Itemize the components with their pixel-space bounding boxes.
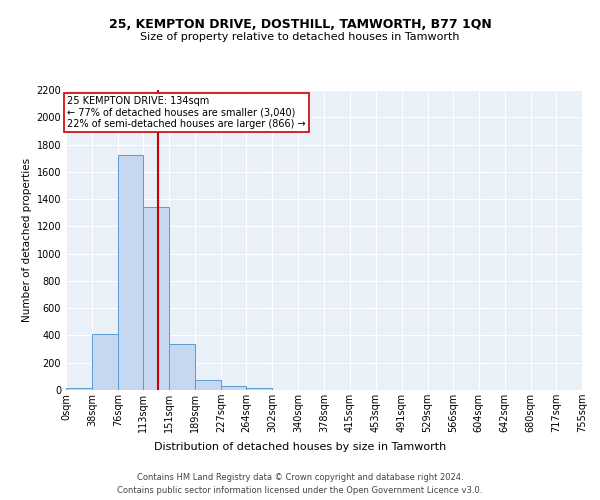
Y-axis label: Number of detached properties: Number of detached properties <box>22 158 32 322</box>
Text: Distribution of detached houses by size in Tamworth: Distribution of detached houses by size … <box>154 442 446 452</box>
Bar <box>118 156 143 390</box>
Bar <box>92 334 118 390</box>
Bar <box>143 208 169 390</box>
Bar <box>169 344 195 390</box>
Text: Contains public sector information licensed under the Open Government Licence v3: Contains public sector information licen… <box>118 486 482 495</box>
Bar <box>247 388 272 390</box>
Bar <box>195 380 221 390</box>
Bar <box>66 388 92 390</box>
Text: 25, KEMPTON DRIVE, DOSTHILL, TAMWORTH, B77 1QN: 25, KEMPTON DRIVE, DOSTHILL, TAMWORTH, B… <box>109 18 491 30</box>
Text: Size of property relative to detached houses in Tamworth: Size of property relative to detached ho… <box>140 32 460 42</box>
Bar <box>221 386 247 390</box>
Text: 25 KEMPTON DRIVE: 134sqm
← 77% of detached houses are smaller (3,040)
22% of sem: 25 KEMPTON DRIVE: 134sqm ← 77% of detach… <box>67 96 306 130</box>
Text: Contains HM Land Registry data © Crown copyright and database right 2024.: Contains HM Land Registry data © Crown c… <box>137 472 463 482</box>
